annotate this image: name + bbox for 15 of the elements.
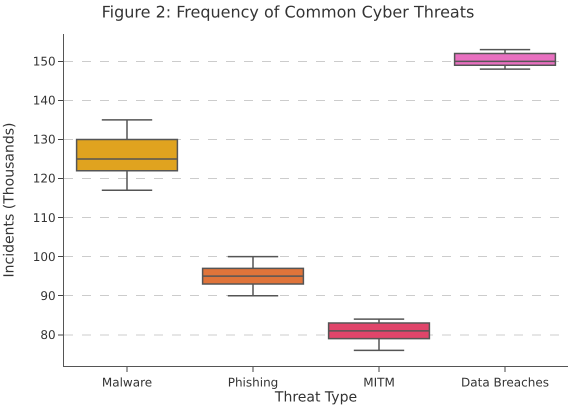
y-tick-label: 80 <box>40 328 56 342</box>
y-tick-label: 130 <box>32 132 56 147</box>
y-tick-label: 100 <box>32 250 56 264</box>
y-tick-label: 120 <box>32 172 56 186</box>
x-tick-label: MITM <box>363 375 395 390</box>
y-axis-title: Incidents (Thousands) <box>1 122 18 278</box>
x-tick-label: Malware <box>102 375 152 390</box>
x-axis-title: Threat Type <box>274 389 358 406</box>
x-tick-label: Data Breaches <box>461 375 549 390</box>
y-tick-label: 150 <box>32 54 56 69</box>
y-tick-label: 90 <box>40 288 56 303</box>
y-tick-label: 140 <box>32 94 56 108</box>
x-tick-label: Phishing <box>228 375 278 390</box>
y-tick-label: 110 <box>32 210 56 225</box>
chart-title: Figure 2: Frequency of Common Cyber Threats <box>102 2 474 22</box>
